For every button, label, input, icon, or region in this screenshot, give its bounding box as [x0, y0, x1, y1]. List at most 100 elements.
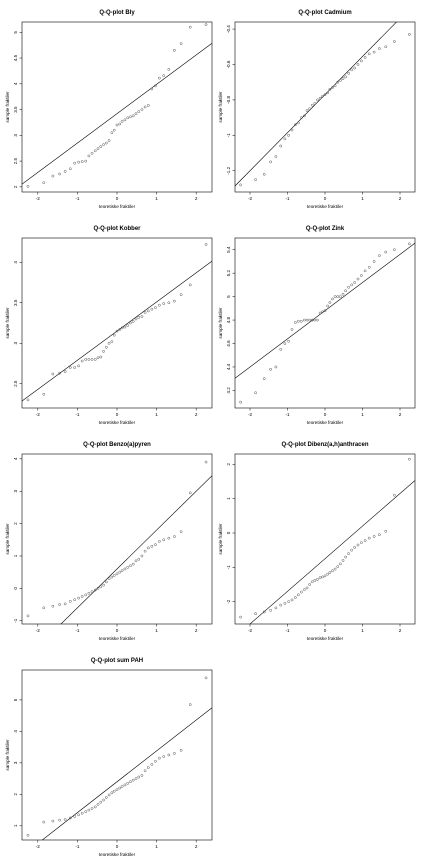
data-point: [129, 564, 132, 568]
data-point: [104, 141, 108, 145]
data-point: [303, 114, 306, 118]
plot-frame: [234, 453, 416, 625]
data-point: [118, 786, 122, 790]
data-point: [87, 154, 91, 158]
data-point: [134, 559, 138, 563]
data-point: [80, 359, 84, 363]
data-point: [316, 578, 319, 581]
data-point: [254, 612, 257, 616]
data-point: [350, 548, 353, 552]
y-tick-label: -1: [13, 618, 18, 623]
data-point: [63, 170, 67, 173]
data-point: [150, 87, 154, 91]
data-point: [150, 544, 154, 548]
data-point: [123, 783, 127, 787]
plot-frame: [21, 669, 213, 841]
data-point: [42, 392, 46, 396]
data-point: [42, 181, 46, 185]
x-tick-label: 1: [361, 196, 364, 201]
data-point: [328, 87, 332, 91]
data-point: [112, 789, 116, 793]
y-tick-label: 1: [13, 554, 18, 557]
x-tick-label: 1: [155, 628, 158, 633]
data-point: [274, 155, 278, 158]
data-point: [107, 139, 111, 142]
data-point: [179, 293, 183, 297]
data-point: [188, 703, 192, 706]
data-point: [140, 108, 144, 111]
data-point: [51, 604, 55, 608]
x-tick-label: 0: [116, 196, 119, 201]
x-axis-label: teoretiske fraktiler: [307, 636, 344, 641]
y-tick-label: 4.8: [226, 316, 231, 323]
data-point: [367, 265, 371, 269]
data-point: [154, 759, 157, 763]
plot-title: Q-Q-plot Dibenz(a,h)anthracen: [282, 442, 369, 448]
y-tick-label: -1: [226, 133, 231, 138]
data-point: [179, 530, 183, 534]
y-axis-label: sample fraktiler: [218, 91, 223, 123]
data-point: [188, 491, 192, 495]
data-point: [308, 318, 311, 322]
y-tick-label: 1: [13, 824, 18, 827]
plot-title: Q-Q-plot Zink: [306, 226, 345, 232]
data-point: [99, 800, 103, 804]
data-point: [323, 574, 327, 578]
data-point: [305, 109, 309, 112]
x-tick-label: 2: [399, 196, 402, 201]
data-point: [146, 766, 150, 769]
y-tick-label: 0: [13, 587, 18, 590]
data-point: [154, 84, 157, 88]
qq-reference-line: [41, 707, 212, 840]
data-point: [239, 400, 242, 404]
data-point: [80, 811, 84, 815]
data-point: [140, 315, 144, 318]
data-point: [107, 793, 111, 797]
data-point: [372, 535, 376, 538]
y-tick-label: -0.4: [226, 25, 231, 33]
y-tick-label: 2.5: [13, 157, 18, 164]
data-point: [104, 580, 108, 584]
data-point: [51, 372, 55, 376]
data-point: [326, 572, 329, 576]
data-point: [110, 575, 114, 579]
data-point: [262, 610, 266, 614]
y-tick-label: -1: [226, 565, 231, 570]
x-tick-label: 0: [324, 196, 327, 201]
data-point: [297, 319, 300, 323]
x-tick-label: -1: [285, 412, 290, 417]
data-point: [204, 23, 208, 26]
x-tick-label: 2: [195, 196, 198, 201]
y-tick-label: -2: [226, 599, 231, 604]
data-point: [353, 66, 356, 70]
data-point: [73, 366, 76, 369]
x-tick-label: 0: [324, 412, 327, 417]
data-point: [279, 603, 283, 607]
data-point: [84, 810, 88, 814]
data-point: [188, 283, 192, 287]
plot-title: Q-Q-plot Bly: [99, 10, 135, 16]
data-point: [68, 167, 72, 171]
x-axis-label: teoretiske fraktiler: [307, 420, 344, 425]
plot-title: Q-Q-plot sum PAH: [91, 658, 143, 664]
qq-reference-line: [249, 480, 415, 624]
data-point: [115, 788, 119, 791]
y-tick-label: 1: [226, 497, 231, 500]
data-point: [143, 769, 147, 773]
data-point: [173, 535, 176, 538]
data-point: [167, 301, 171, 305]
x-tick-label: 0: [116, 844, 119, 849]
data-point: [26, 833, 30, 837]
y-axis-label: sample fraktiler: [5, 523, 10, 555]
data-point: [321, 95, 324, 98]
data-point: [179, 42, 183, 45]
data-point: [137, 557, 141, 561]
data-point: [26, 398, 30, 402]
data-point: [99, 145, 103, 149]
data-point: [254, 391, 257, 395]
data-point: [408, 33, 411, 36]
plot-frame: [234, 21, 416, 193]
data-point: [126, 565, 130, 569]
y-tick-label: -0.6: [226, 60, 231, 68]
data-point: [310, 103, 314, 107]
